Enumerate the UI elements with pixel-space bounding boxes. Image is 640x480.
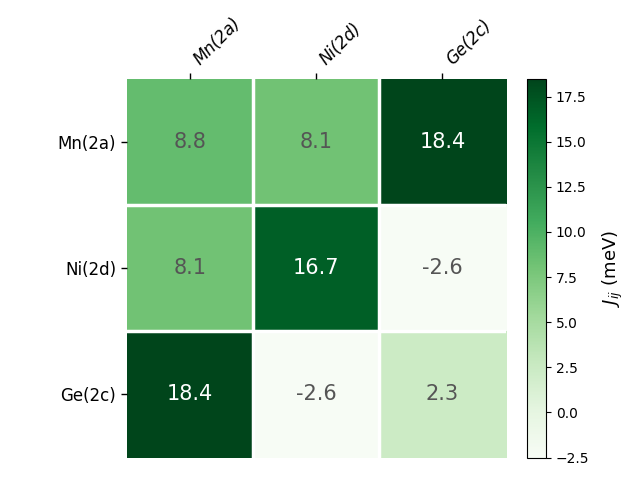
- Text: 8.1: 8.1: [300, 132, 333, 152]
- Text: 18.4: 18.4: [419, 132, 465, 152]
- Text: 16.7: 16.7: [293, 258, 339, 278]
- Y-axis label: $J_{ij}$ (meV): $J_{ij}$ (meV): [600, 229, 625, 307]
- Text: 8.8: 8.8: [173, 132, 206, 152]
- Text: -2.6: -2.6: [422, 258, 463, 278]
- Text: 2.3: 2.3: [426, 384, 459, 405]
- Text: 8.1: 8.1: [173, 258, 206, 278]
- Text: -2.6: -2.6: [296, 384, 337, 405]
- Text: 18.4: 18.4: [166, 384, 213, 405]
